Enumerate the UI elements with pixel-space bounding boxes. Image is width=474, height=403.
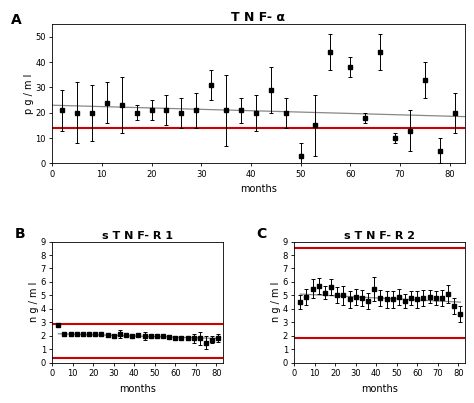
- Y-axis label: n g / m l: n g / m l: [271, 282, 281, 322]
- Y-axis label: n g / m l: n g / m l: [29, 282, 39, 322]
- X-axis label: months: months: [240, 184, 277, 194]
- Text: A: A: [11, 13, 22, 27]
- Title: T N F- α: T N F- α: [231, 11, 285, 24]
- Y-axis label: p g / m l: p g / m l: [24, 74, 34, 114]
- Title: s T N F- R 1: s T N F- R 1: [102, 231, 173, 241]
- Title: s T N F- R 2: s T N F- R 2: [344, 231, 415, 241]
- X-axis label: months: months: [361, 384, 398, 393]
- X-axis label: months: months: [119, 384, 156, 393]
- Text: B: B: [15, 227, 25, 241]
- Text: C: C: [256, 227, 267, 241]
